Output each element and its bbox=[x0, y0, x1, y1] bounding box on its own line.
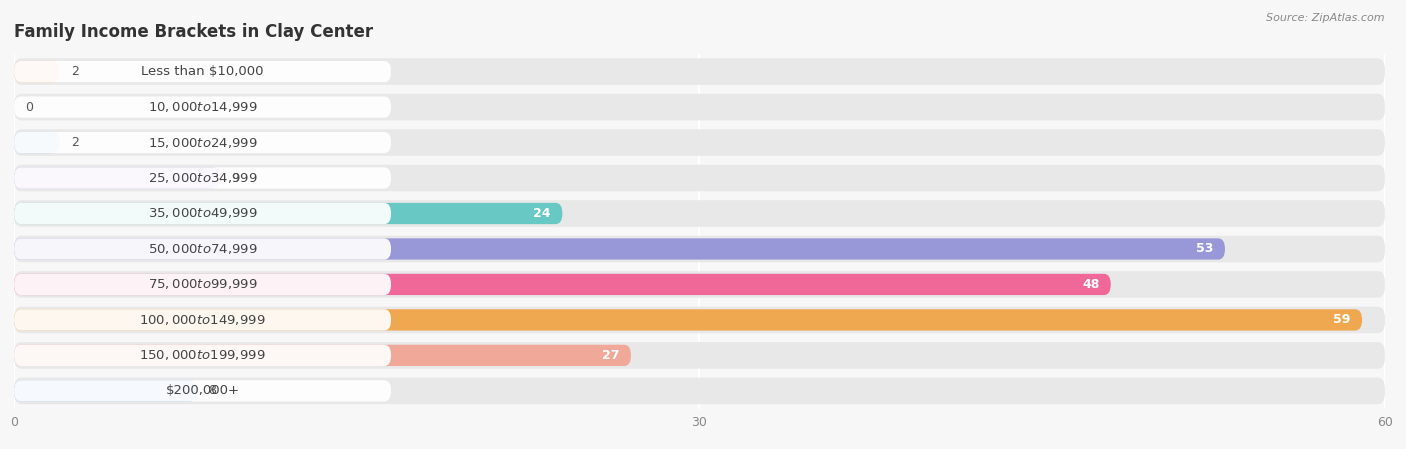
FancyBboxPatch shape bbox=[14, 132, 60, 153]
FancyBboxPatch shape bbox=[14, 274, 1111, 295]
Text: Source: ZipAtlas.com: Source: ZipAtlas.com bbox=[1267, 13, 1385, 23]
Text: 53: 53 bbox=[1197, 242, 1213, 255]
Text: $150,000 to $199,999: $150,000 to $199,999 bbox=[139, 348, 266, 362]
Text: 0: 0 bbox=[25, 101, 34, 114]
FancyBboxPatch shape bbox=[14, 61, 60, 82]
FancyBboxPatch shape bbox=[14, 307, 1385, 333]
FancyBboxPatch shape bbox=[14, 380, 197, 401]
FancyBboxPatch shape bbox=[14, 203, 391, 224]
FancyBboxPatch shape bbox=[14, 274, 391, 295]
FancyBboxPatch shape bbox=[14, 129, 1385, 156]
Text: $25,000 to $34,999: $25,000 to $34,999 bbox=[148, 171, 257, 185]
FancyBboxPatch shape bbox=[14, 203, 562, 224]
FancyBboxPatch shape bbox=[14, 200, 1385, 227]
Text: 27: 27 bbox=[602, 349, 620, 362]
FancyBboxPatch shape bbox=[14, 271, 1385, 298]
Text: Less than $10,000: Less than $10,000 bbox=[141, 65, 264, 78]
Text: $35,000 to $49,999: $35,000 to $49,999 bbox=[148, 207, 257, 220]
Text: 8: 8 bbox=[208, 384, 217, 397]
FancyBboxPatch shape bbox=[14, 132, 391, 153]
Text: 48: 48 bbox=[1083, 278, 1099, 291]
FancyBboxPatch shape bbox=[14, 61, 391, 82]
Text: 2: 2 bbox=[72, 136, 79, 149]
FancyBboxPatch shape bbox=[14, 167, 219, 189]
Text: 24: 24 bbox=[533, 207, 551, 220]
Text: $50,000 to $74,999: $50,000 to $74,999 bbox=[148, 242, 257, 256]
FancyBboxPatch shape bbox=[14, 345, 391, 366]
FancyBboxPatch shape bbox=[14, 167, 391, 189]
Text: $15,000 to $24,999: $15,000 to $24,999 bbox=[148, 136, 257, 150]
Text: 59: 59 bbox=[1333, 313, 1351, 326]
Text: $200,000+: $200,000+ bbox=[166, 384, 239, 397]
FancyBboxPatch shape bbox=[14, 165, 1385, 191]
FancyBboxPatch shape bbox=[14, 345, 631, 366]
Text: $10,000 to $14,999: $10,000 to $14,999 bbox=[148, 100, 257, 114]
FancyBboxPatch shape bbox=[14, 380, 391, 401]
FancyBboxPatch shape bbox=[14, 342, 1385, 369]
FancyBboxPatch shape bbox=[14, 309, 1362, 330]
Text: 2: 2 bbox=[72, 65, 79, 78]
Text: 9: 9 bbox=[231, 172, 239, 185]
FancyBboxPatch shape bbox=[14, 238, 391, 260]
Text: Family Income Brackets in Clay Center: Family Income Brackets in Clay Center bbox=[14, 23, 373, 41]
FancyBboxPatch shape bbox=[14, 238, 1225, 260]
Text: $75,000 to $99,999: $75,000 to $99,999 bbox=[148, 277, 257, 291]
FancyBboxPatch shape bbox=[14, 378, 1385, 404]
Text: $100,000 to $149,999: $100,000 to $149,999 bbox=[139, 313, 266, 327]
FancyBboxPatch shape bbox=[14, 97, 391, 118]
FancyBboxPatch shape bbox=[14, 94, 1385, 120]
FancyBboxPatch shape bbox=[14, 58, 1385, 85]
FancyBboxPatch shape bbox=[14, 236, 1385, 262]
FancyBboxPatch shape bbox=[14, 309, 391, 330]
